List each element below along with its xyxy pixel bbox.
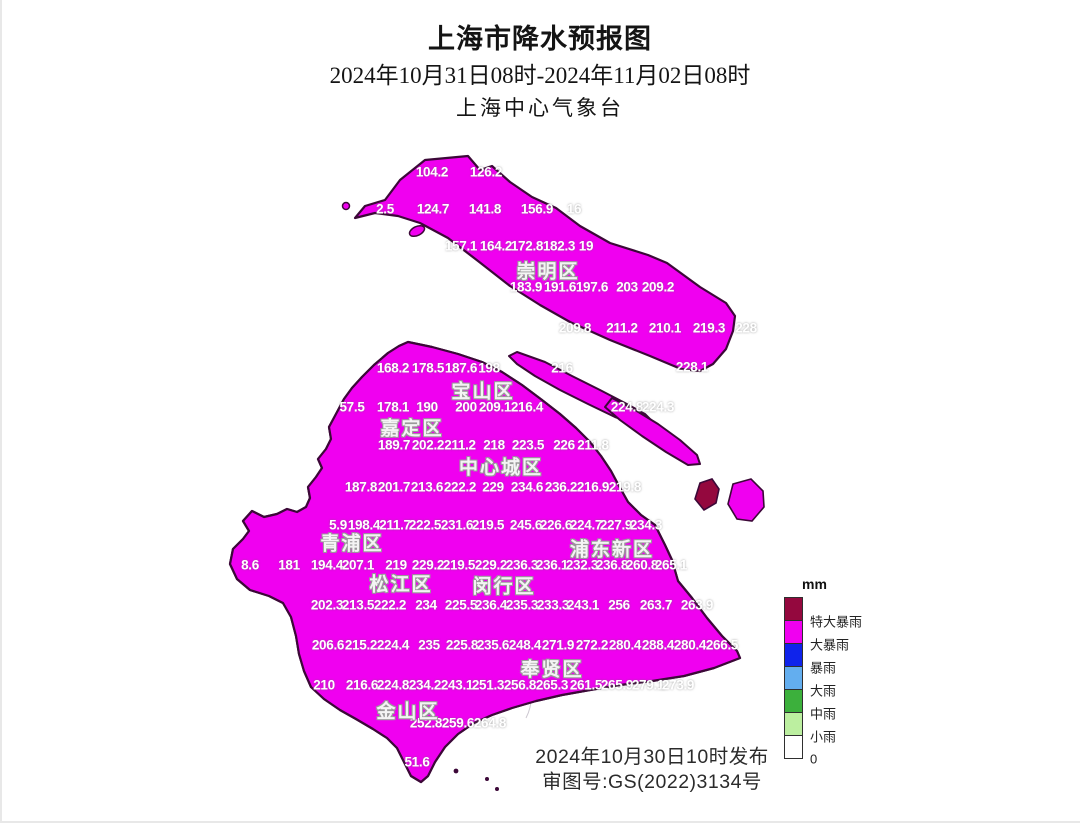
legend-label: 小雨	[810, 729, 837, 745]
legend-swatches: 特大暴雨大暴雨暴雨大雨中雨小雨 0	[784, 597, 862, 767]
legend-label: 0	[810, 751, 818, 767]
legend-unit-label: mm	[802, 576, 827, 592]
legend-label: 暴雨	[810, 660, 837, 676]
islet	[341, 201, 351, 211]
legend-swatch	[784, 712, 803, 736]
forecast-period: 2024年10月31日08时-2024年11月02日08时	[329, 63, 751, 88]
offshore-island-extreme	[694, 478, 720, 512]
legend-label: 特大暴雨	[810, 614, 863, 630]
legend-swatch	[784, 597, 803, 621]
map-license-number: 审图号:GS(2022)3134号	[542, 771, 762, 793]
legend-swatch	[784, 689, 803, 713]
agency-name: 上海中心气象台	[456, 96, 624, 120]
islet	[495, 787, 499, 791]
footer: 2024年10月30日10时发布 审图号:GS(2022)3134号	[524, 745, 780, 795]
legend-label: 中雨	[810, 706, 837, 722]
coastline-overlay	[228, 340, 742, 784]
legend-swatch	[784, 735, 803, 759]
legend-swatch	[784, 666, 803, 690]
legend-swatch	[784, 620, 803, 644]
islet	[453, 768, 459, 774]
page-title: 上海市降水预报图	[428, 24, 652, 54]
legend-swatch	[784, 643, 803, 667]
legend-label: 大暴雨	[810, 637, 850, 653]
offshore-island-heavy	[727, 478, 765, 522]
islet	[408, 224, 426, 238]
islet	[485, 777, 489, 781]
hengsha-island-shape	[604, 397, 701, 466]
issue-time: 2024年10月30日10时发布	[535, 746, 769, 768]
legend-label: 大雨	[810, 683, 837, 699]
chongming-island-shape	[353, 154, 737, 373]
